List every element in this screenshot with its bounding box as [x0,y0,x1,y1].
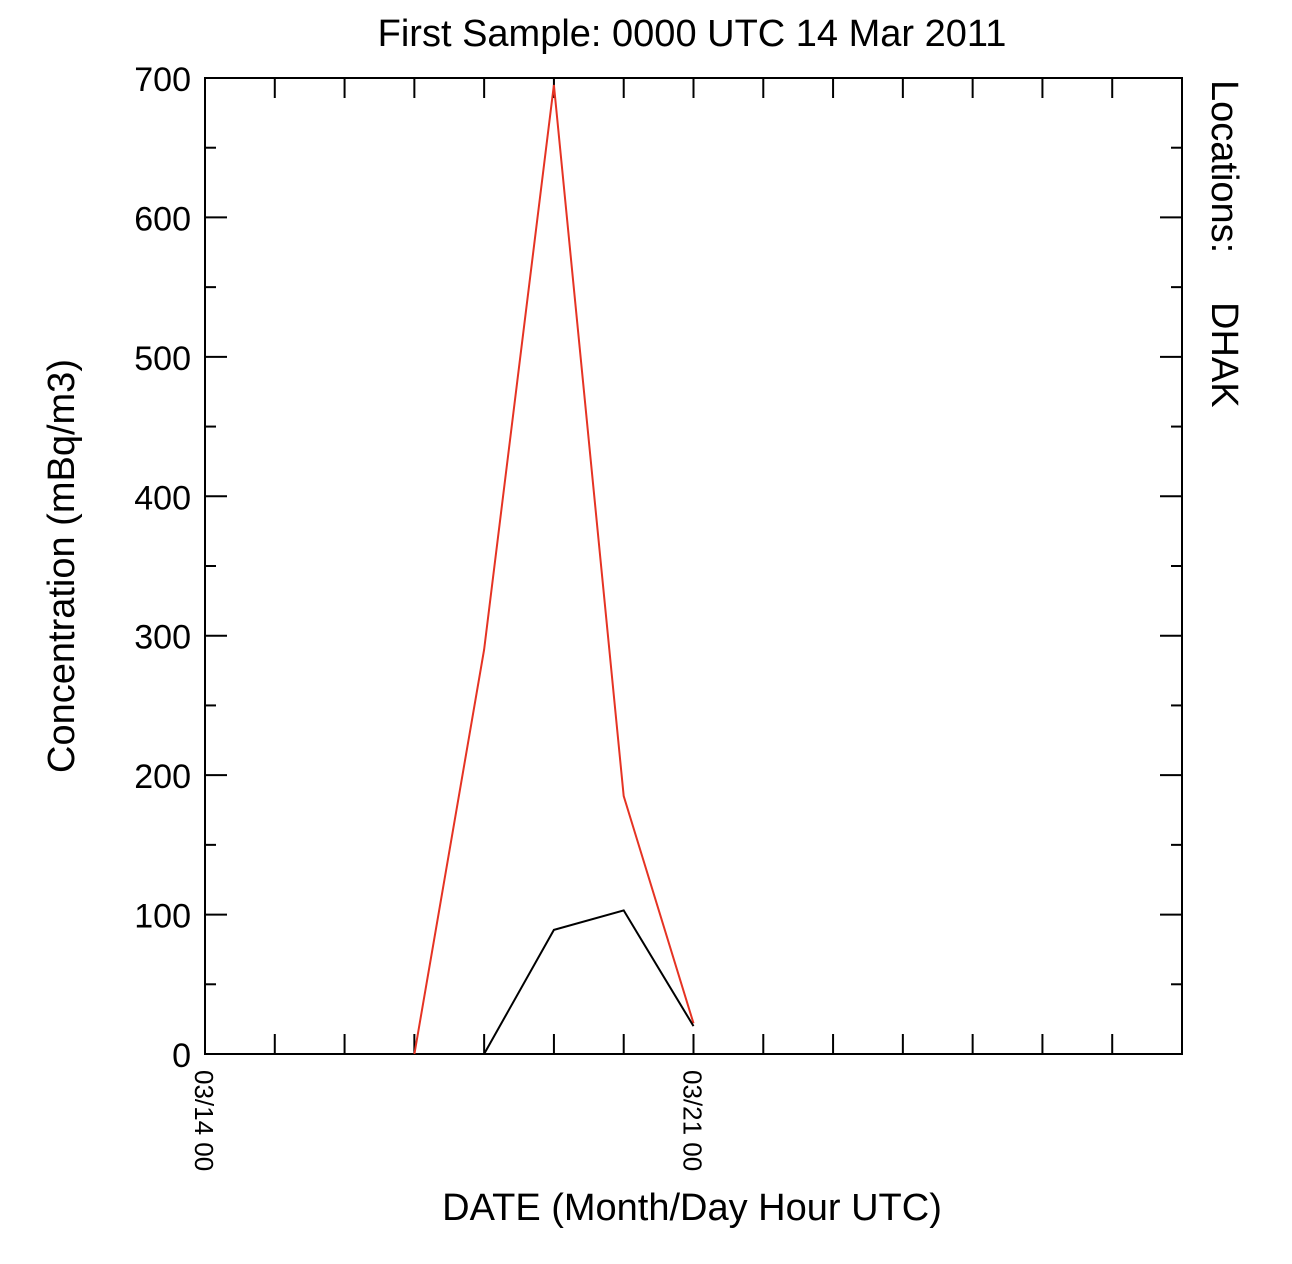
y-tick-label: 600 [134,200,191,238]
y-tick-label: 100 [134,898,191,936]
x-tick-label: 03/14 00 [189,1070,219,1171]
y-tick-label: 500 [134,340,191,378]
y-axis: 0 100 200 300 400 500 600 700 [134,61,1182,1075]
series-line-1 [483,909,695,1055]
legend-label: Locations: [1203,80,1245,253]
y-axis-label: Concentration (mBq/m3) [41,359,83,773]
plot-frame [204,77,1183,1055]
y-tick-label: 700 [134,61,191,99]
series-layer [413,84,695,1055]
chart-title: First Sample: 0000 UTC 14 Mar 2011 [378,13,1007,55]
series-line-dhak [413,84,695,1055]
x-tick-label: 03/21 00 [678,1070,708,1171]
x-axis: 03/14 00 03/21 00 [189,78,1183,1171]
y-tick-label: 0 [172,1037,191,1075]
x-axis-label: DATE (Month/Day Hour UTC) [442,1187,942,1229]
y-tick-label: 400 [134,479,191,517]
y-tick-label: 300 [134,619,191,657]
y-tick-label: 200 [134,758,191,796]
legend-entry-dhak: DHAK [1203,302,1245,408]
